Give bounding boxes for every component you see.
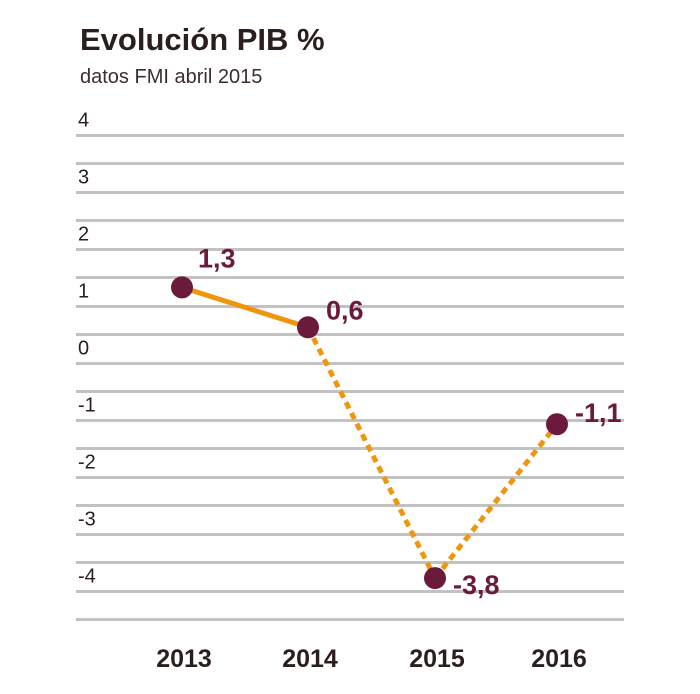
data-label: 0,6: [326, 295, 364, 325]
data-label: -3,8: [453, 570, 500, 600]
data-point: [546, 413, 568, 436]
y-tick-label: 1: [78, 281, 89, 303]
x-tick-label: 2013: [156, 645, 212, 673]
y-tick-label: -2: [78, 452, 96, 474]
x-tick-label: 2014: [282, 645, 338, 673]
data-point: [171, 276, 193, 299]
y-tick-label: 2: [78, 224, 89, 246]
y-tick-label: -1: [78, 395, 96, 417]
x-tick-label: 2015: [409, 645, 465, 673]
series-line-segment: [433, 422, 559, 580]
data-label: 1,3: [198, 243, 236, 273]
y-tick-label: 3: [78, 167, 89, 189]
y-tick-label: 0: [78, 338, 89, 360]
series-line-segment: [305, 326, 438, 580]
data-point: [424, 567, 446, 590]
data-point: [297, 316, 319, 339]
series-line-segment: [181, 285, 309, 330]
chart-subtitle: datos FMI abril 2015: [80, 66, 263, 88]
y-tick-label: -4: [78, 566, 96, 588]
x-tick-label: 2016: [531, 645, 587, 673]
y-tick-label: -3: [78, 509, 96, 531]
data-label: -1,1: [575, 398, 622, 428]
y-tick-label: 4: [78, 110, 89, 132]
chart-title: Evolución PIB %: [80, 22, 325, 57]
